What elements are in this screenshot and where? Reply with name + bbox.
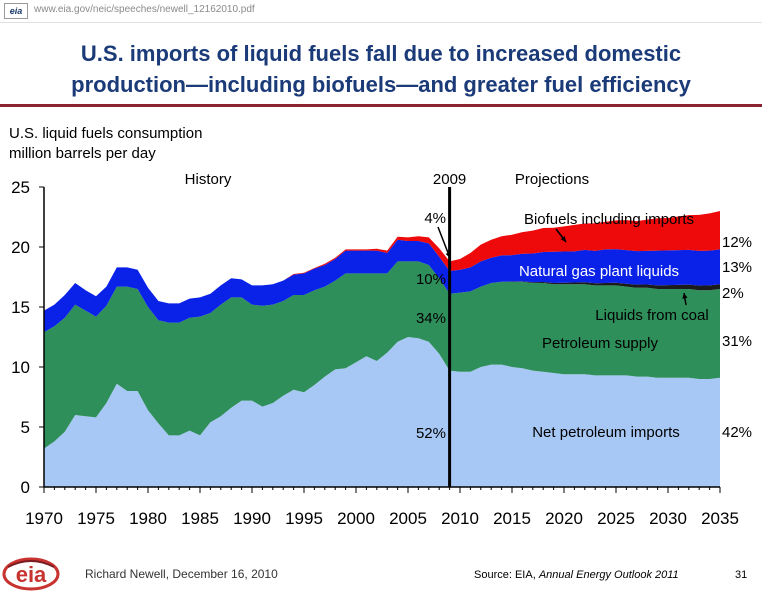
slide-title: U.S. imports of liquid fuels fall due to… [10,38,752,100]
y-axis-title-line-2: million barrels per day [9,145,156,162]
share-2009-petroleum: 34% [416,310,446,327]
share-2035-ngpl: 13% [722,259,752,276]
share-2009-ngpl: 10% [416,271,446,288]
share-2009-biofuels: 4% [424,210,446,227]
chart-labels: 2009 History Projections Biofuels including… [185,171,752,442]
arrow-4pct [437,226,451,259]
label-ngpl: Natural gas plant liquids [519,263,679,280]
y-tick-label: 25 [11,178,30,197]
share-2009-net-imports: 52% [416,425,446,442]
x-tick-label: 1980 [129,509,167,528]
share-2035-net-imports: 42% [722,424,752,441]
arrow-4pct-head [445,252,451,258]
share-2035-coal: 2% [722,285,744,302]
arrow-biofuels-head [560,236,566,242]
x-tick-label: 2015 [493,509,531,528]
y-tick-label: 5 [21,418,30,437]
x-tick-label: 1990 [233,509,271,528]
y-tick-label: 15 [11,298,30,317]
x-tick-label: 2000 [337,509,375,528]
area-natural-gas-plant-liquids [44,239,720,333]
eia-logo: eia [2,557,60,591]
label-net-imports: Net petroleum imports [532,424,680,441]
y-axis-title-line-1: U.S. liquid fuels consumption [9,125,203,142]
label-biofuels: Biofuels including imports [524,211,694,228]
page-number: 31 [735,569,748,581]
eia-url-icon: eia [4,3,28,19]
x-tick-label: 2005 [389,509,427,528]
x-tick-label: 2035 [701,509,739,528]
x-tick-label: 1995 [285,509,323,528]
footer-source: Source: EIA, Annual Energy Outlook 2011 [474,569,679,581]
x-tick-label: 2025 [597,509,635,528]
url-bar: eia www.eia.gov/neic/speeches/newell_121… [0,0,762,23]
x-tick-label: 1970 [25,509,63,528]
region-label-projections: Projections [515,171,589,188]
label-petroleum: Petroleum supply [542,335,658,352]
x-tick-label: 2030 [649,509,687,528]
area-petroleum-supply [44,261,720,449]
area-layers [44,211,720,487]
label-coal: Liquids from coal [595,307,708,324]
share-2035-biofuels: 12% [722,234,752,251]
region-label-history: History [185,171,232,188]
y-tick-label: 10 [11,358,30,377]
title-line-2: production—including biofuels—and greate… [71,72,691,97]
arrow-coal-head [682,293,688,299]
title-divider [0,104,762,107]
footer-source-prefix: Source: EIA, [474,569,539,581]
footer-author: Richard Newell, December 16, 2010 [85,567,278,581]
url-text[interactable]: www.eia.gov/neic/speeches/newell_1216201… [34,4,255,15]
eia-logo-text: eia [16,562,47,587]
x-tick-label: 2020 [545,509,583,528]
y-tick-label: 0 [21,478,30,497]
area-biofuels-including-imports [44,211,720,311]
x-tick-label: 1985 [181,509,219,528]
title-line-1: U.S. imports of liquid fuels fall due to… [80,41,682,66]
x-tick-label: 1975 [77,509,115,528]
area-net-petroleum-imports [44,337,720,487]
share-2035-petroleum: 31% [722,333,752,350]
footer-source-title: Annual Energy Outlook 2011 [538,569,679,581]
divider-label: 2009 [433,171,466,188]
y-tick-label: 20 [11,238,30,257]
x-tick-label: 2010 [441,509,479,528]
